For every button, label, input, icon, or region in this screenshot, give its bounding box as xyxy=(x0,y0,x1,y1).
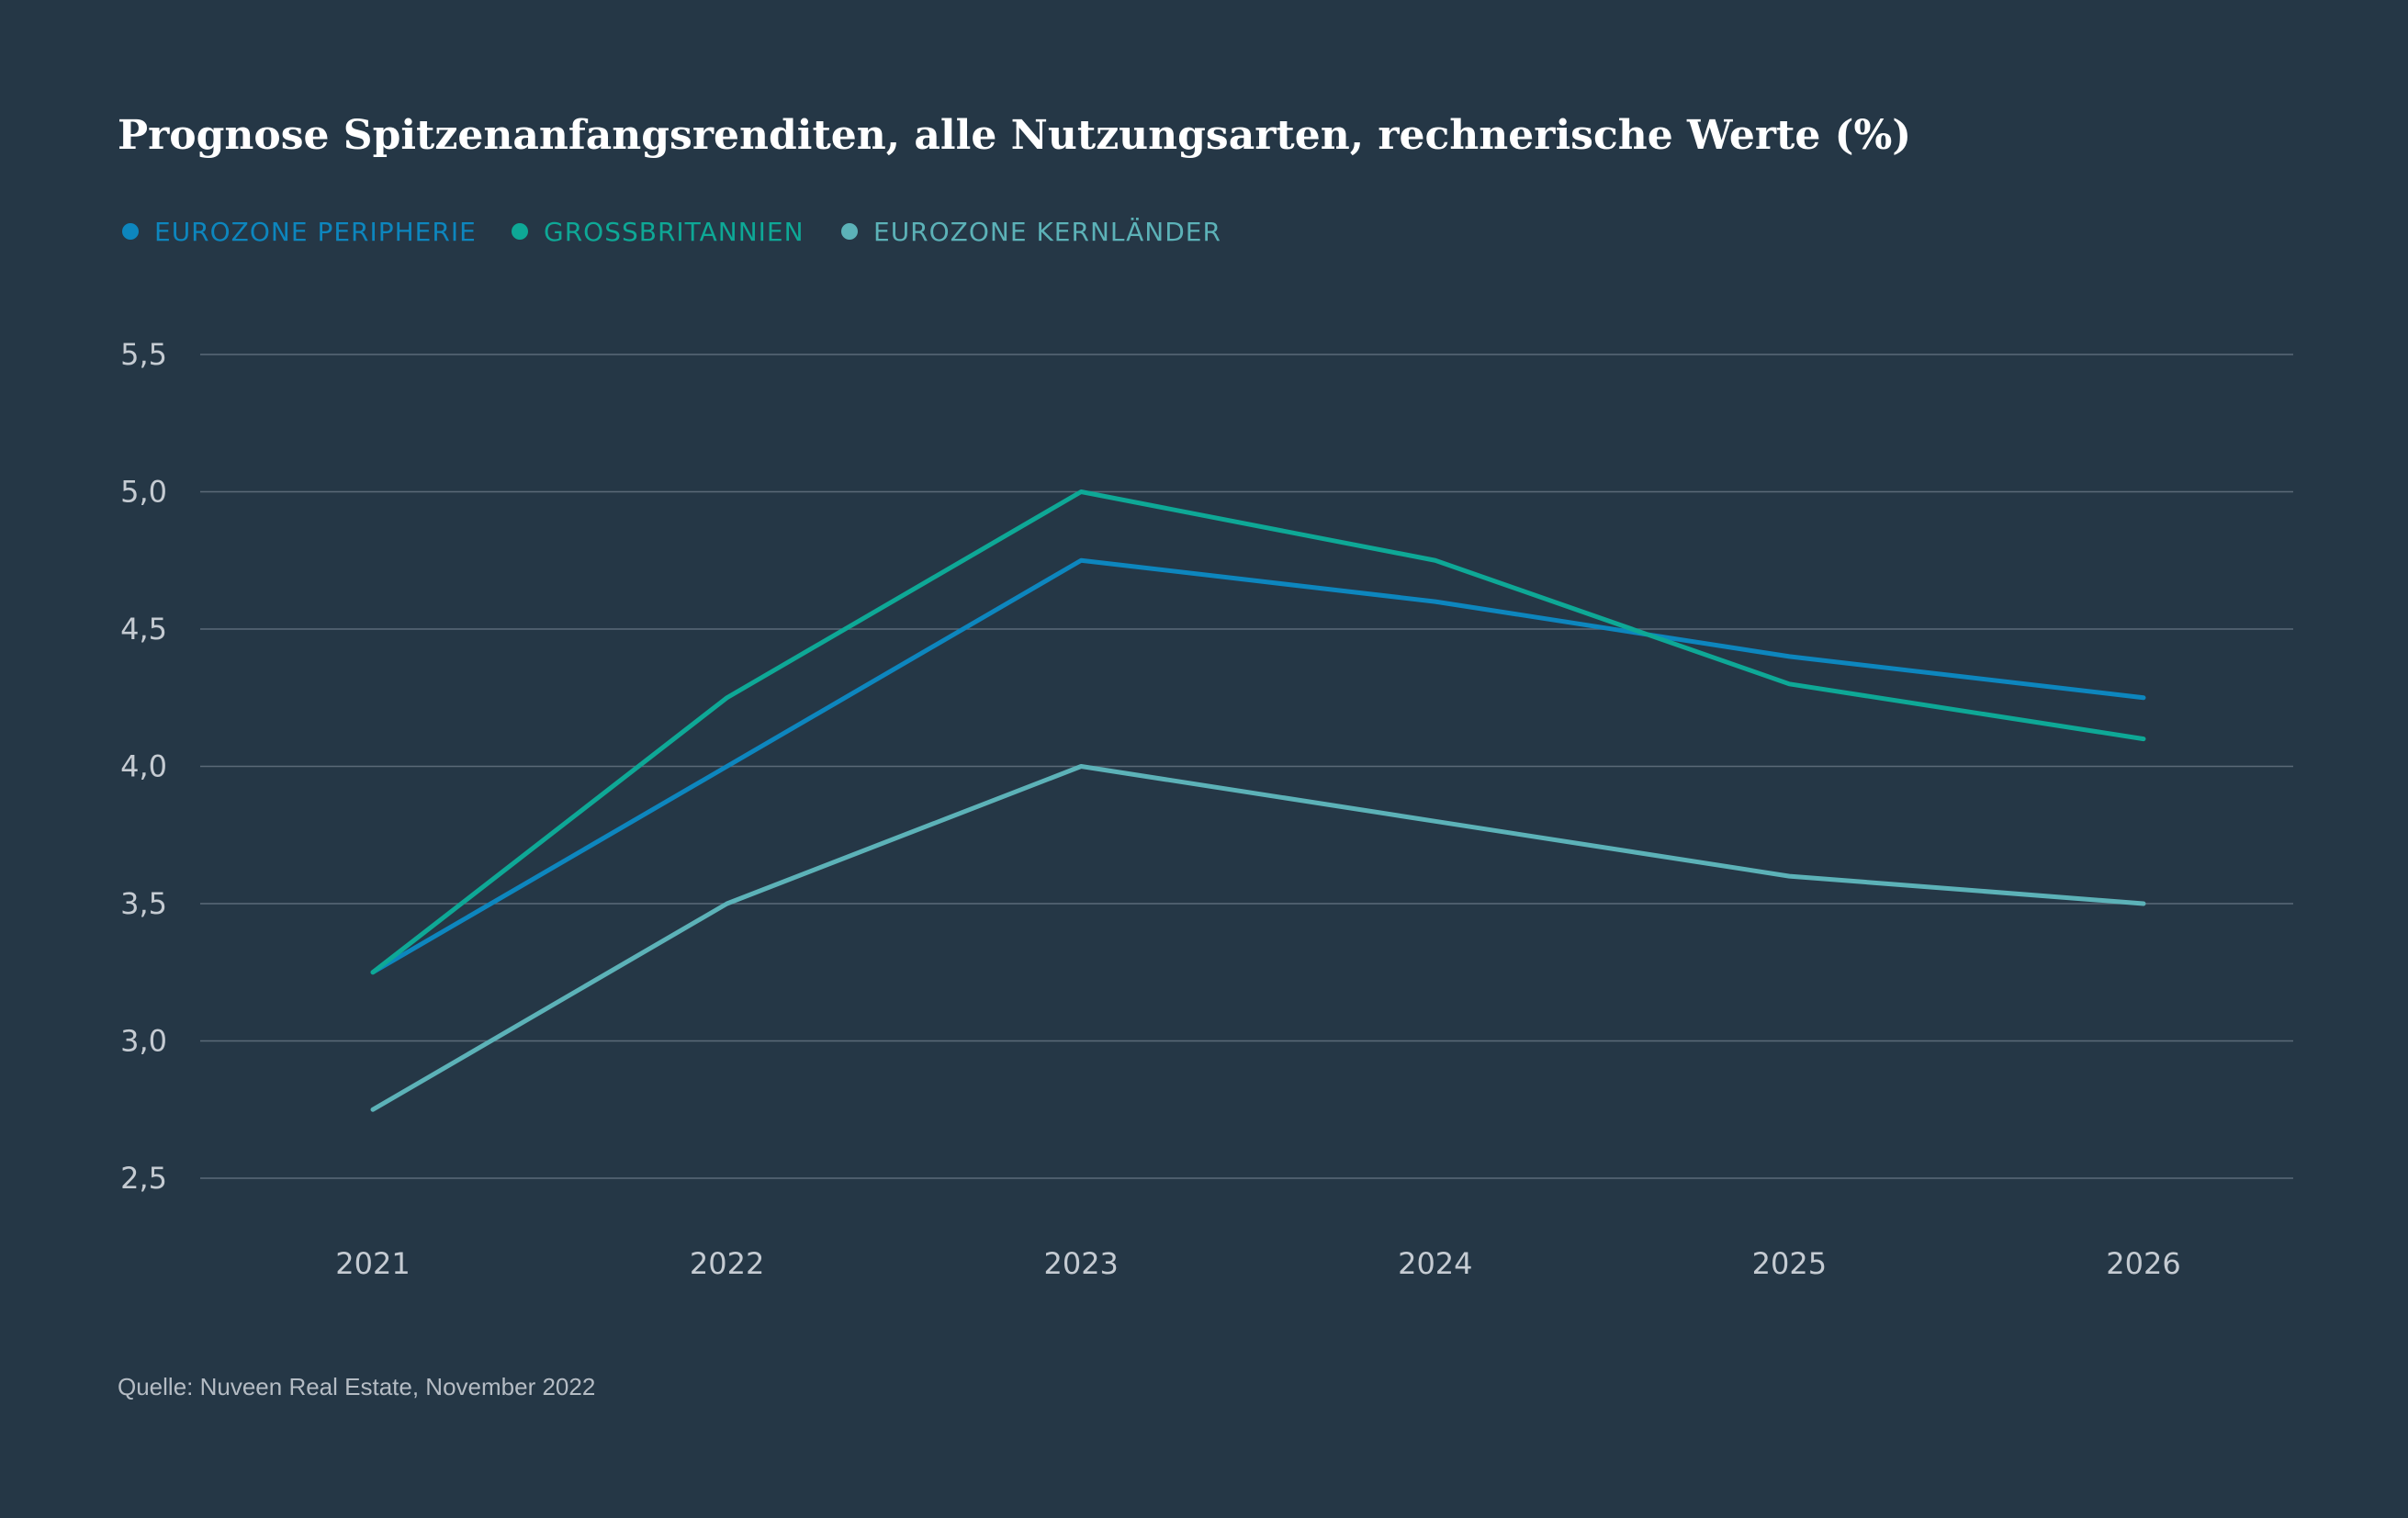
y-tick-label: 3,5 xyxy=(120,886,167,921)
source-note: Quelle: Nuveen Real Estate, November 202… xyxy=(118,1373,595,1400)
series-line-1 xyxy=(370,489,2146,975)
chart-title: Prognose Spitzenanfangsrenditen, alle Nu… xyxy=(118,112,1911,159)
x-tick-label: 2022 xyxy=(690,1246,764,1281)
x-tick-label: 2021 xyxy=(335,1246,410,1281)
x-tick-label: 2024 xyxy=(1398,1246,1472,1281)
legend-marker xyxy=(122,223,139,240)
x-tick-label: 2025 xyxy=(1752,1246,1827,1281)
series-lines xyxy=(370,489,2146,1112)
x-tick-label: 2026 xyxy=(2106,1246,2180,1281)
series-line-2 xyxy=(370,764,2146,1112)
y-axis-ticks: 2,5 3,0 3,5 4,0 4,5 5,0 5,5 xyxy=(120,337,167,1196)
legend-label: GROSSBRITANNIEN xyxy=(544,217,805,247)
legend: EUROZONE PERIPHERIE GROSSBRITANNIEN EUROZO… xyxy=(122,217,1221,247)
series-line-0 xyxy=(370,557,2146,975)
legend-label: EUROZONE KERNLÄNDER xyxy=(873,217,1221,247)
legend-label: EUROZONE PERIPHERIE xyxy=(154,217,477,247)
y-tick-label: 4,0 xyxy=(120,749,167,784)
y-tick-label: 2,5 xyxy=(120,1161,167,1196)
y-tick-label: 4,5 xyxy=(120,612,167,647)
y-tick-label: 5,5 xyxy=(120,337,167,372)
x-axis-ticks: 2021 2022 2023 2024 2025 2026 xyxy=(335,1246,2180,1281)
legend-marker xyxy=(512,223,528,240)
gridlines xyxy=(200,354,2293,1179)
y-tick-label: 3,0 xyxy=(120,1024,167,1059)
legend-marker xyxy=(841,223,858,240)
x-tick-label: 2023 xyxy=(1043,1246,1118,1281)
y-tick-label: 5,0 xyxy=(120,475,167,510)
